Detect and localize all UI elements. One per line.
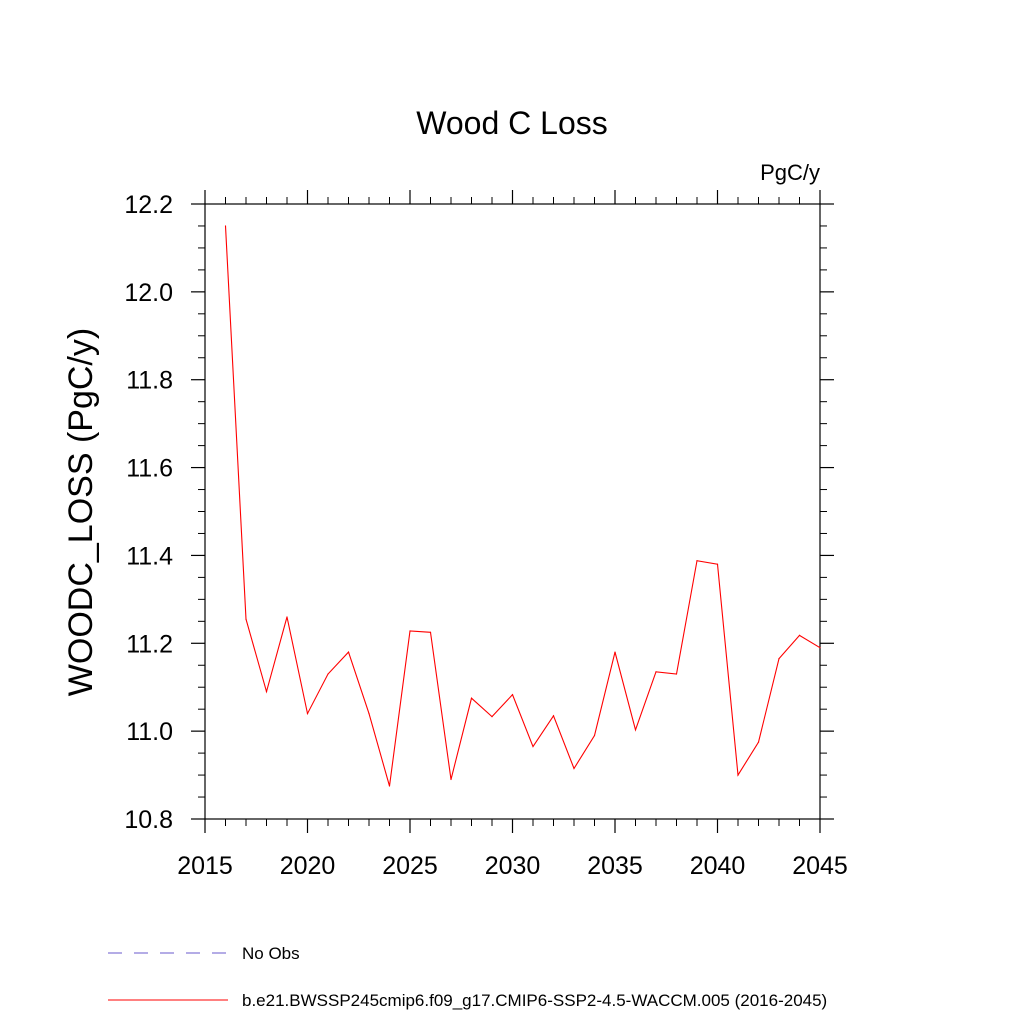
data-point — [368, 712, 370, 715]
x-tick-labels: 2015 2020 2025 2030 2035 2040 2045 — [177, 852, 848, 880]
y-tick-labels: 10.8 11.0 11.2 11.4 11.6 11.8 12.0 12.2 — [124, 191, 173, 834]
data-point — [778, 658, 780, 660]
data-point — [696, 560, 698, 562]
data-point — [470, 697, 473, 699]
data-point — [429, 631, 432, 633]
legend: No Obs b.e21.BWSSP245cmip6.f09_g17.CMIP6… — [108, 944, 827, 1010]
data-point — [634, 729, 637, 731]
minor-ticks — [198, 197, 827, 826]
y-axis-label: WOODC_LOSS (PgC/y) — [62, 328, 100, 696]
data-point — [327, 673, 329, 675]
data-point — [306, 712, 309, 715]
data-point — [409, 630, 411, 632]
legend-label-model: b.e21.BWSSP245cmip6.f09_g17.CMIP6-SSP2-4… — [242, 991, 827, 1010]
data-point — [347, 651, 350, 653]
data-point — [573, 767, 575, 770]
data-point — [757, 741, 760, 743]
x-tick-label: 2025 — [382, 852, 438, 880]
y-tick-label: 11.4 — [126, 542, 173, 570]
data-points — [224, 225, 821, 787]
y-tick-label: 12.2 — [124, 191, 173, 219]
data-point — [450, 778, 452, 781]
data-point — [716, 563, 719, 565]
data-point — [737, 774, 739, 776]
x-tick-label: 2040 — [690, 852, 746, 880]
y-tick-label: 10.8 — [124, 806, 173, 834]
x-tick-label: 2030 — [485, 852, 541, 880]
data-point — [286, 616, 288, 618]
data-point — [491, 716, 493, 718]
y-tick-label: 12.0 — [124, 279, 173, 307]
data-point — [593, 734, 596, 737]
major-ticks — [191, 190, 834, 833]
legend-label-no-obs: No Obs — [242, 944, 300, 963]
x-tick-label: 2045 — [792, 852, 848, 880]
data-point — [614, 651, 616, 653]
y-tick-label: 11.8 — [126, 367, 173, 395]
data-point — [798, 634, 801, 636]
units-label: PgC/y — [760, 160, 820, 185]
y-tick-label: 11.6 — [126, 455, 173, 483]
data-point — [532, 745, 534, 748]
x-tick-label: 2020 — [280, 852, 336, 880]
plot-frame — [204, 203, 821, 820]
y-tick-label: 11.0 — [126, 718, 173, 746]
data-point — [552, 715, 555, 717]
data-point — [655, 671, 657, 673]
series-line — [224, 225, 821, 787]
chart-title: Wood C Loss — [416, 105, 608, 141]
data-point — [224, 225, 227, 227]
data-point — [265, 691, 268, 693]
data-point — [388, 785, 391, 787]
x-tick-label: 2015 — [177, 852, 233, 880]
data-point — [511, 694, 514, 696]
data-point — [819, 647, 821, 649]
data-point — [245, 618, 247, 620]
x-tick-label: 2035 — [587, 852, 643, 880]
y-tick-label: 11.2 — [126, 630, 173, 658]
data-point — [675, 673, 678, 675]
